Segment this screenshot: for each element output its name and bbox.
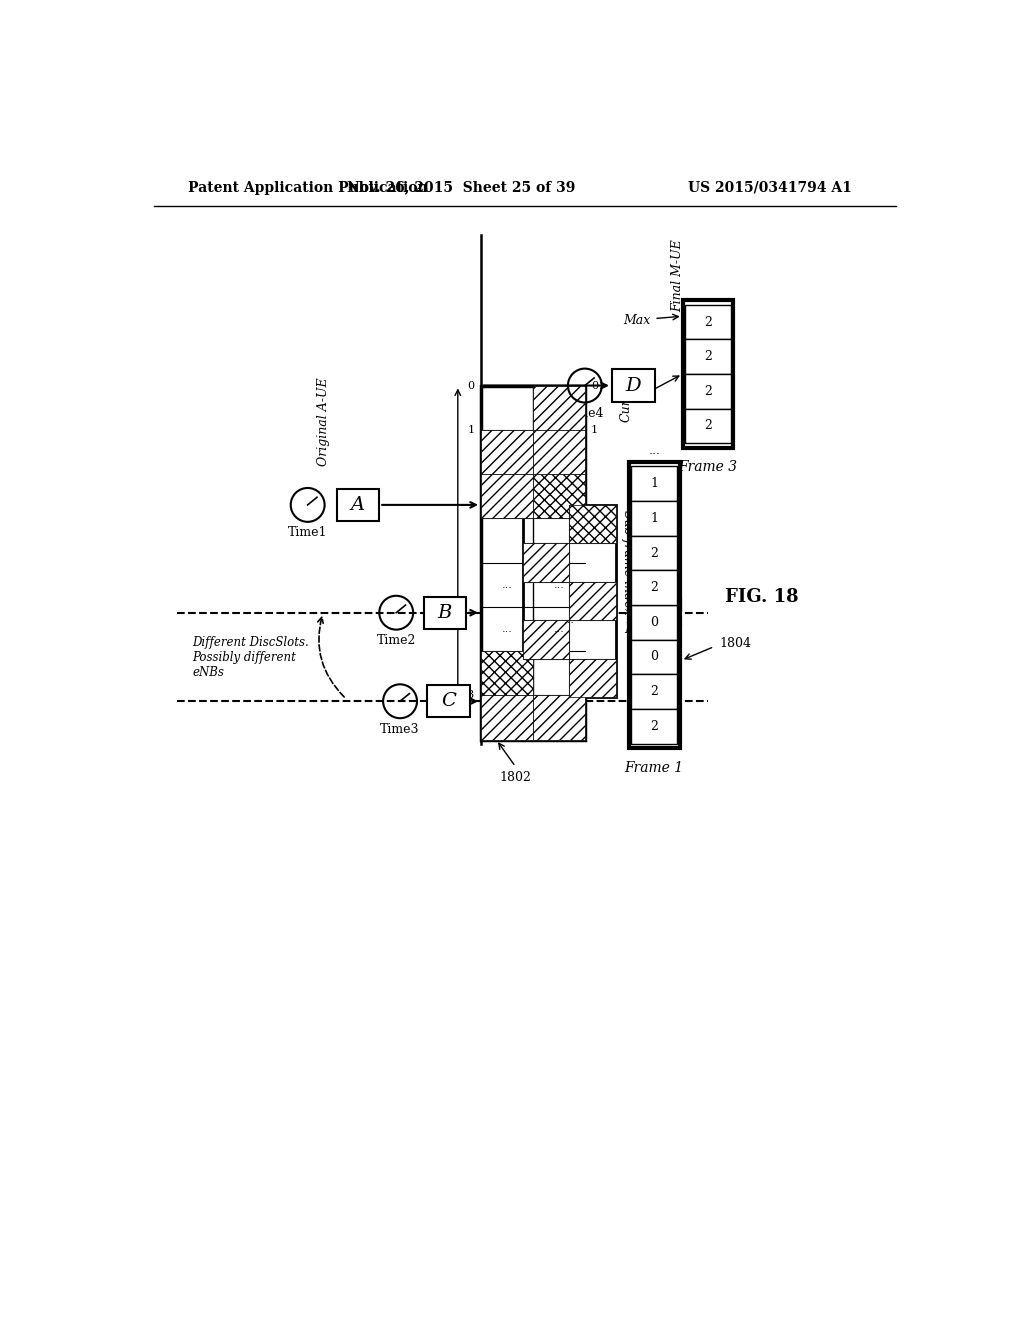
Text: 63: 63 xyxy=(591,602,605,612)
Bar xyxy=(631,675,677,709)
FancyBboxPatch shape xyxy=(629,601,680,748)
Text: Frame 3: Frame 3 xyxy=(679,461,737,474)
Bar xyxy=(685,305,731,339)
Text: Time1: Time1 xyxy=(288,527,328,540)
Bar xyxy=(612,370,654,401)
Bar xyxy=(532,474,585,519)
Bar xyxy=(532,430,585,474)
Text: ...: ... xyxy=(502,579,512,590)
Bar xyxy=(532,385,585,430)
Bar xyxy=(481,696,532,739)
Text: Time3: Time3 xyxy=(380,723,420,735)
Text: ...: ... xyxy=(648,445,660,458)
Text: Time2: Time2 xyxy=(377,635,416,647)
Bar xyxy=(631,536,677,570)
Text: Sub-frame index: Sub-frame index xyxy=(621,511,634,615)
Text: 2: 2 xyxy=(650,581,658,594)
Text: Final M-UE: Final M-UE xyxy=(671,240,684,313)
Bar xyxy=(481,474,532,519)
Bar xyxy=(523,620,569,659)
Text: Frame 2: Frame 2 xyxy=(625,622,684,636)
Text: 2: 2 xyxy=(650,719,658,733)
Text: Nov. 26, 2015  Sheet 25 of 39: Nov. 26, 2015 Sheet 25 of 39 xyxy=(347,181,575,194)
Text: ...: ... xyxy=(553,624,564,634)
Bar xyxy=(569,659,615,697)
Bar xyxy=(631,709,677,743)
Bar xyxy=(631,605,677,640)
Bar xyxy=(424,597,466,628)
Text: 1804: 1804 xyxy=(720,638,752,651)
Text: 2: 2 xyxy=(705,420,712,433)
Text: US 2015/0341794 A1: US 2015/0341794 A1 xyxy=(688,181,852,194)
Bar xyxy=(631,640,677,675)
Text: 1802: 1802 xyxy=(500,771,531,784)
Bar xyxy=(427,685,470,718)
Bar xyxy=(523,506,615,697)
Bar xyxy=(685,409,731,444)
Bar xyxy=(481,651,532,696)
Bar xyxy=(685,374,731,409)
Bar xyxy=(569,582,615,620)
Text: 0: 0 xyxy=(650,651,658,664)
FancyBboxPatch shape xyxy=(683,300,733,447)
Bar xyxy=(631,466,677,502)
FancyBboxPatch shape xyxy=(629,462,680,610)
Text: 43: 43 xyxy=(461,690,475,701)
Text: A: A xyxy=(350,496,365,513)
Text: 1: 1 xyxy=(591,425,598,434)
Bar xyxy=(481,385,585,739)
Bar xyxy=(631,502,677,536)
Text: C: C xyxy=(441,692,456,710)
Text: 0: 0 xyxy=(468,380,475,391)
Text: Time4: Time4 xyxy=(565,407,604,420)
Text: 2: 2 xyxy=(650,685,658,698)
Text: Frame 1: Frame 1 xyxy=(625,760,684,775)
Text: 1: 1 xyxy=(468,425,475,434)
Text: 0: 0 xyxy=(650,616,658,628)
Text: D: D xyxy=(626,376,641,395)
Text: Original A-UE: Original A-UE xyxy=(316,378,330,466)
Text: B: B xyxy=(437,603,452,622)
Text: Patent Application Publication: Patent Application Publication xyxy=(188,181,428,194)
Text: ...: ... xyxy=(553,579,564,590)
Text: 2: 2 xyxy=(705,385,712,397)
Bar xyxy=(532,696,585,739)
Text: Current: Current xyxy=(620,372,633,422)
Text: 2: 2 xyxy=(650,546,658,560)
Text: 0: 0 xyxy=(591,380,598,391)
Bar xyxy=(631,570,677,605)
Text: FIG. 18: FIG. 18 xyxy=(725,589,799,606)
Text: 1: 1 xyxy=(650,478,658,490)
Text: 2: 2 xyxy=(705,315,712,329)
Text: ...: ... xyxy=(502,624,512,634)
Text: Max: Max xyxy=(623,314,650,326)
Bar xyxy=(685,339,731,374)
Text: 2: 2 xyxy=(705,350,712,363)
Bar xyxy=(337,488,379,521)
Bar xyxy=(523,544,569,582)
Text: 1: 1 xyxy=(650,512,658,525)
Bar xyxy=(569,506,615,544)
Text: Different DiscSlots.
Possibly different
eNBs: Different DiscSlots. Possibly different … xyxy=(193,636,309,678)
Bar xyxy=(481,430,532,474)
Text: ...: ... xyxy=(564,615,574,626)
